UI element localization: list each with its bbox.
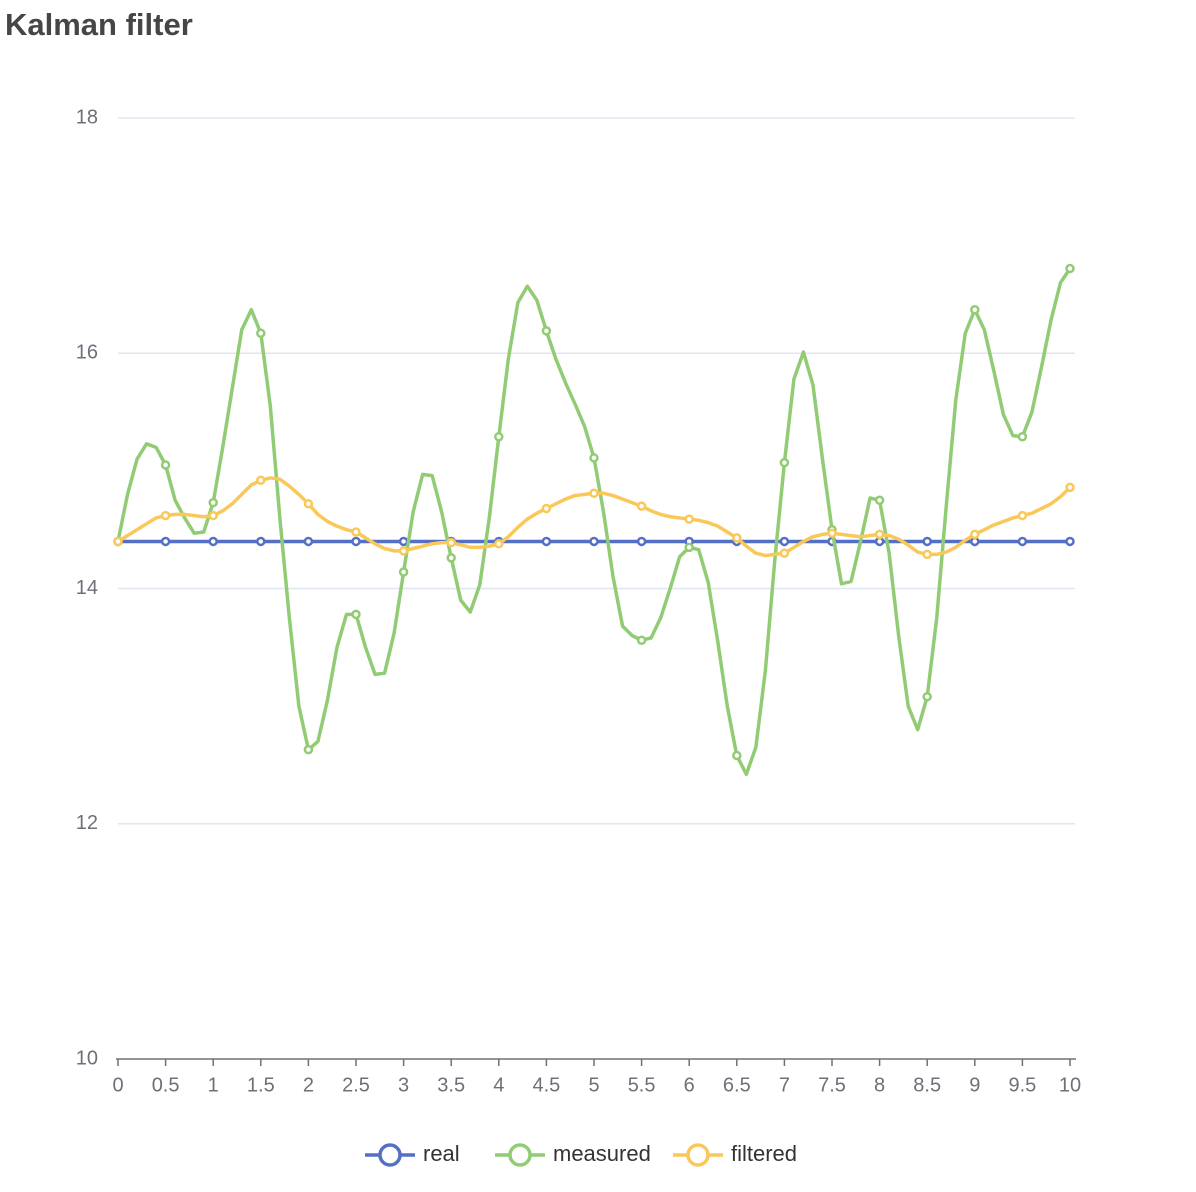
data-point [684,514,694,524]
data-point [589,453,599,463]
x-tick-label: 0.5 [152,1074,180,1096]
data-point [494,432,504,442]
data-point [303,744,314,755]
data-point [208,497,218,508]
y-tick-label: 16 [76,342,98,364]
data-point [208,536,218,547]
x-tick-label: 2.5 [342,1074,370,1096]
x-tick-label: 9.5 [1008,1074,1036,1096]
x-tick-label: 7.5 [818,1074,846,1096]
data-point [541,326,552,336]
y-tick-label: 14 [76,577,98,599]
data-point [1017,536,1028,547]
data-point [256,475,266,486]
y-tick-label: 12 [76,812,98,834]
data-point [208,510,218,521]
x-tick-label: 1 [208,1074,219,1096]
data-point [494,539,504,549]
data-point [1065,536,1075,547]
x-tick-label: 7 [779,1074,790,1096]
x-tick-label: 4.5 [532,1074,560,1096]
x-tick-label: 10 [1059,1074,1081,1096]
data-point [256,536,266,547]
x-tick-label: 3.5 [437,1074,465,1096]
x-tick-label: 1.5 [247,1074,275,1096]
legend-icon-circle[interactable] [686,1143,710,1167]
data-point [684,542,694,553]
data-point [351,536,361,547]
data-point [1065,482,1075,493]
y-tick-label: 10 [76,1047,98,1069]
chart-title: Kalman filter [5,7,193,42]
data-point [970,304,980,315]
data-point [351,609,361,620]
data-point [256,328,266,339]
data-point [779,548,790,558]
data-point [779,536,790,547]
legend-label[interactable]: real [423,1141,460,1166]
data-point [541,536,552,547]
legend-label[interactable]: measured [553,1141,651,1166]
x-tick-label: 6.5 [723,1074,751,1096]
data-point [398,567,409,577]
legend-label[interactable]: filtered [731,1141,797,1166]
data-point [541,503,552,514]
data-point [160,460,171,470]
data-point [589,488,599,498]
x-tick-label: 8.5 [913,1074,941,1096]
data-point [922,536,932,547]
data-point [1065,263,1075,274]
x-tick-label: 2 [303,1074,314,1096]
x-tick-label: 8 [874,1074,885,1096]
legend-icon-circle[interactable] [378,1143,402,1167]
data-point [636,536,647,547]
data-point [779,457,790,468]
legend-icon-circle[interactable] [508,1143,532,1167]
data-point [732,533,742,543]
x-tick-label: 6 [684,1074,695,1096]
data-point [303,499,314,509]
y-tick-label: 18 [76,106,98,128]
data-point [160,536,171,547]
data-point [636,501,647,511]
data-point [351,527,361,537]
data-point [636,635,647,646]
x-tick-label: 9 [969,1074,980,1096]
data-point [398,536,409,547]
data-point [827,528,837,538]
data-point [874,529,885,540]
data-point [1017,432,1028,442]
data-point [922,691,932,702]
x-tick-label: 4 [493,1074,504,1096]
data-point [874,495,885,506]
x-tick-label: 3 [398,1074,409,1096]
data-point [1017,510,1028,521]
x-tick-label: 0 [112,1074,123,1096]
data-point [160,510,171,521]
data-point [446,553,456,563]
data-point [303,536,314,547]
data-point [732,750,742,761]
data-point [398,546,409,556]
x-tick-label: 5 [588,1074,599,1096]
data-point [446,537,456,548]
data-point [113,536,123,547]
x-tick-label: 5.5 [628,1074,656,1096]
data-point [922,549,932,560]
data-point [589,536,599,547]
data-point [970,529,980,540]
